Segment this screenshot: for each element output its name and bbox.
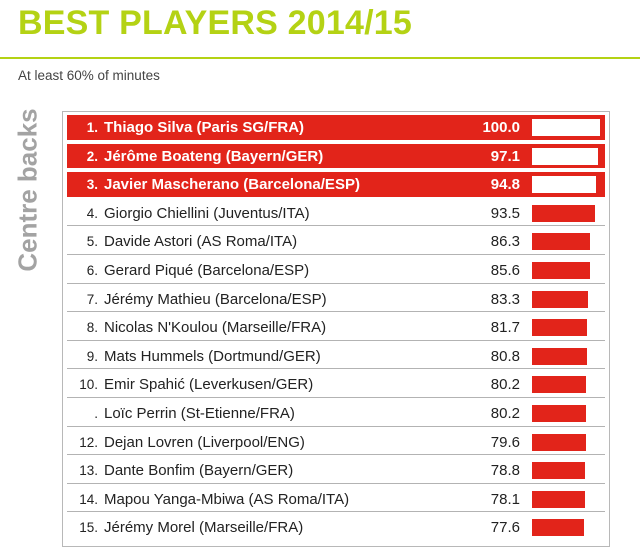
table-row: 8. Nicolas N'Koulou (Marseille/FRA) 81.7 — [67, 315, 605, 341]
rank-label: 2. — [86, 148, 98, 164]
player-name: Mats Hummels (Dortmund/GER) — [104, 347, 321, 365]
table-row: 12. Dejan Lovren (Liverpool/ENG) 79.6 — [67, 430, 605, 456]
table-row: . Loïc Perrin (St-Etienne/FRA) 80.2 — [67, 401, 605, 427]
player-name: Thiago Silva (Paris SG/FRA) — [104, 119, 305, 136]
score-bar — [532, 176, 596, 194]
score-label: 85.6 — [490, 262, 520, 279]
score-bar — [532, 290, 589, 308]
score-label: 81.7 — [490, 319, 520, 337]
rank-label: 9. — [86, 348, 98, 364]
player-name: Emir Spahić (Leverkusen/GER) — [104, 376, 314, 394]
score-bar — [532, 119, 600, 136]
table-row: 3. Javier Mascherano (Barcelona/ESP) 94.8 — [67, 172, 605, 198]
table-row: 9. Mats Hummels (Dortmund/GER) 80.8 — [67, 344, 605, 370]
score-bar — [532, 319, 588, 337]
table-row: 1. Thiago Silva (Paris SG/FRA) 100.0 — [67, 115, 605, 141]
score-label: 78.1 — [490, 490, 520, 508]
player-name: Dante Bonfim (Bayern/GER) — [104, 462, 294, 480]
rank-label: . — [94, 406, 98, 421]
score-bar — [532, 376, 587, 394]
score-label: 80.2 — [490, 376, 520, 394]
rank-label: 8. — [86, 320, 98, 336]
score-label: 80.8 — [490, 347, 520, 365]
table-row: 2. Jérôme Boateng (Bayern/GER) 97.1 — [67, 143, 605, 170]
rank-label: 14. — [79, 491, 98, 507]
page-title: BEST PLAYERS 2014/15 — [18, 4, 412, 42]
player-name: Davide Astori (AS Roma/ITA) — [104, 233, 298, 251]
rank-label: 12. — [79, 434, 98, 450]
score-bar — [532, 433, 586, 451]
table-row: 15. Jérémy Morel (Marseille/FRA) 77.6 — [67, 515, 605, 541]
score-label: 97.1 — [490, 147, 520, 165]
table-row: 13. Dante Bonfim (Bayern/GER) 78.8 — [67, 458, 605, 484]
table-row: 4. Giorgio Chiellini (Juventus/ITA) 93.5 — [67, 201, 605, 227]
table-row: 6. Gerard Piqué (Barcelona/ESP) 85.6 — [67, 258, 605, 284]
rank-label: 1. — [86, 120, 98, 135]
page-subtitle: At least 60% of minutes — [18, 68, 160, 83]
rank-label: 3. — [86, 177, 98, 193]
rank-label: 4. — [86, 205, 98, 221]
score-bar — [532, 233, 591, 251]
score-label: 94.8 — [490, 176, 520, 194]
score-label: 78.8 — [490, 462, 520, 480]
rank-label: 7. — [86, 291, 98, 307]
rank-label: 13. — [79, 463, 98, 479]
score-label: 100.0 — [482, 119, 520, 136]
player-name: Giorgio Chiellini (Juventus/ITA) — [104, 204, 310, 222]
score-bar — [532, 262, 590, 279]
player-name: Jérôme Boateng (Bayern/GER) — [104, 147, 324, 165]
table-row: 10. Emir Spahić (Leverkusen/GER) 80.2 — [67, 372, 605, 398]
score-label: 79.6 — [490, 433, 520, 451]
rank-label: 6. — [86, 263, 98, 278]
score-bar — [532, 147, 598, 165]
score-label: 93.5 — [490, 204, 520, 222]
player-name: Dejan Lovren (Liverpool/ENG) — [104, 433, 305, 451]
score-label: 86.3 — [490, 233, 520, 251]
score-bar — [532, 405, 587, 422]
rank-label: 10. — [79, 377, 98, 393]
player-name: Nicolas N'Koulou (Marseille/FRA) — [104, 319, 327, 337]
title-divider — [0, 57, 640, 59]
player-name: Javier Mascherano (Barcelona/ESP) — [104, 176, 360, 194]
score-label: 80.2 — [490, 405, 520, 422]
player-name: Mapou Yanga-Mbiwa (AS Roma/ITA) — [104, 490, 350, 508]
table-row: 14. Mapou Yanga-Mbiwa (AS Roma/ITA) 78.1 — [67, 487, 605, 513]
player-name: Jérémy Morel (Marseille/FRA) — [104, 519, 304, 537]
category-label-text: Centre backs — [12, 108, 43, 272]
score-label: 83.3 — [490, 290, 520, 308]
score-bar — [532, 347, 587, 365]
player-name: Gerard Piqué (Barcelona/ESP) — [104, 262, 310, 279]
score-label: 77.6 — [490, 519, 520, 537]
score-bar — [532, 204, 596, 222]
table-row: 7. Jérémy Mathieu (Barcelona/ESP) 83.3 — [67, 287, 605, 313]
ranking-table: 1. Thiago Silva (Paris SG/FRA) 100.0 2. Jérô… — [62, 111, 610, 547]
player-name: Loïc Perrin (St-Etienne/FRA) — [104, 405, 295, 422]
rank-label: 5. — [86, 234, 98, 250]
table-row: 5. Davide Astori (AS Roma/ITA) 86.3 — [67, 229, 605, 255]
score-bar — [532, 462, 586, 480]
score-bar — [532, 519, 585, 537]
player-name: Jérémy Mathieu (Barcelona/ESP) — [104, 290, 327, 308]
score-bar — [532, 490, 585, 508]
rank-label: 15. — [79, 520, 98, 536]
